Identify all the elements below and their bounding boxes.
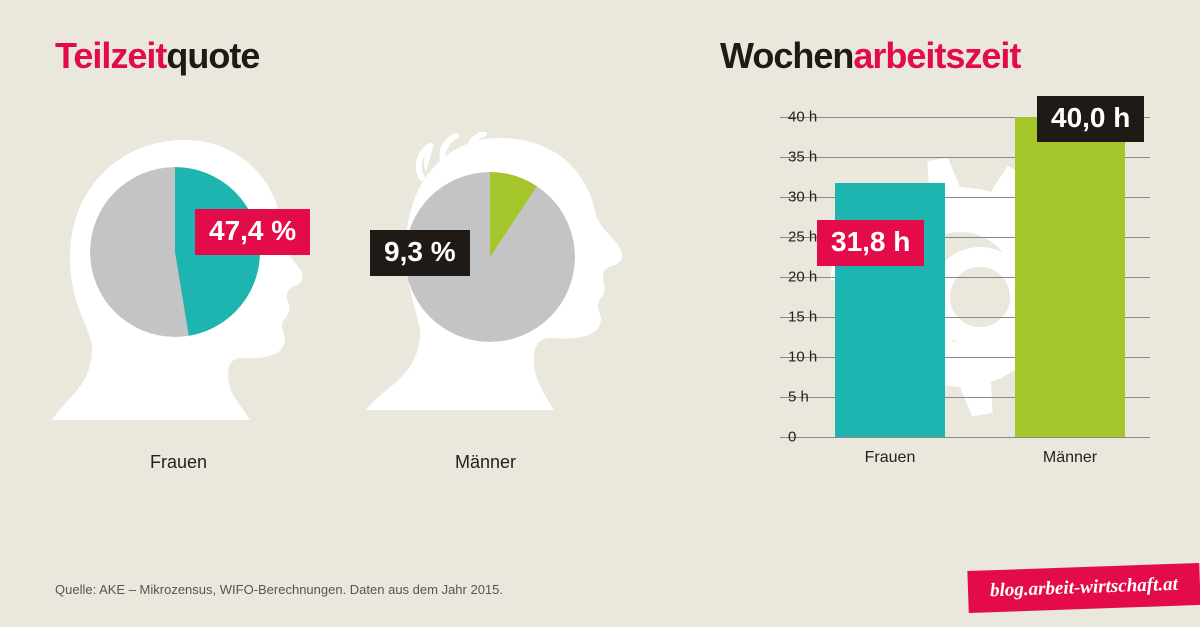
source-text: Quelle: AKE – Mikrozensus, WIFO-Berechnu… [55, 582, 503, 597]
ytick-label: 25 h [788, 229, 817, 246]
bar-frauen: 31,8 h [835, 117, 945, 437]
title-part-b: quote [166, 35, 259, 76]
ytick-label: 35 h [788, 149, 817, 166]
ytick-label: 20 h [788, 269, 817, 286]
ytick-label: 5 h [788, 389, 809, 406]
caption-women: Frauen [150, 452, 207, 473]
bar-chart: 40 h35 h30 h25 h20 h15 h10 h5 h0 31,8 h4… [720, 117, 1160, 477]
bar-rect [1015, 117, 1125, 437]
ytick-label: 40 h [788, 109, 817, 126]
bar-caption: Männer [1030, 449, 1110, 467]
bar-männer: 40,0 h [1015, 117, 1125, 437]
title-parttime: Teilzeitquote [55, 35, 675, 77]
ytick-label: 15 h [788, 309, 817, 326]
badge-women-value: 47,4 % [195, 209, 310, 255]
section-parttime: Teilzeitquote 47,4 % 9,3 % Frauen Männer [55, 35, 675, 472]
section-weeklyhours: Wochenarbeitszeit 40 h 35 h 30 h 25 h 20 h 15… [720, 35, 1160, 477]
badge-men-value: 9,3 % [370, 230, 470, 276]
bar-value-badge: 31,8 h [817, 220, 924, 266]
ytick-label: 30 h [788, 189, 817, 206]
bar-value-badge: 40,0 h [1037, 96, 1144, 142]
bar-caption: Frauen [850, 449, 930, 467]
title-week-b: arbeitszeit [853, 35, 1020, 76]
heads-container: 47,4 % 9,3 % Frauen Männer [55, 132, 675, 472]
gridline [780, 437, 1150, 438]
head-women: 47,4 % [40, 132, 320, 432]
title-weeklyhours: Wochenarbeitszeit [720, 35, 1160, 77]
caption-men: Männer [455, 452, 516, 473]
ytick-label: 10 h [788, 349, 817, 366]
head-men: 9,3 % [360, 132, 640, 432]
title-week-a: Wochen [720, 35, 853, 76]
logo-badge: blog.arbeit-wirtschaft.at [967, 563, 1200, 613]
ytick-label: 0 [788, 429, 796, 446]
title-part-a: Teilzeit [55, 35, 166, 76]
